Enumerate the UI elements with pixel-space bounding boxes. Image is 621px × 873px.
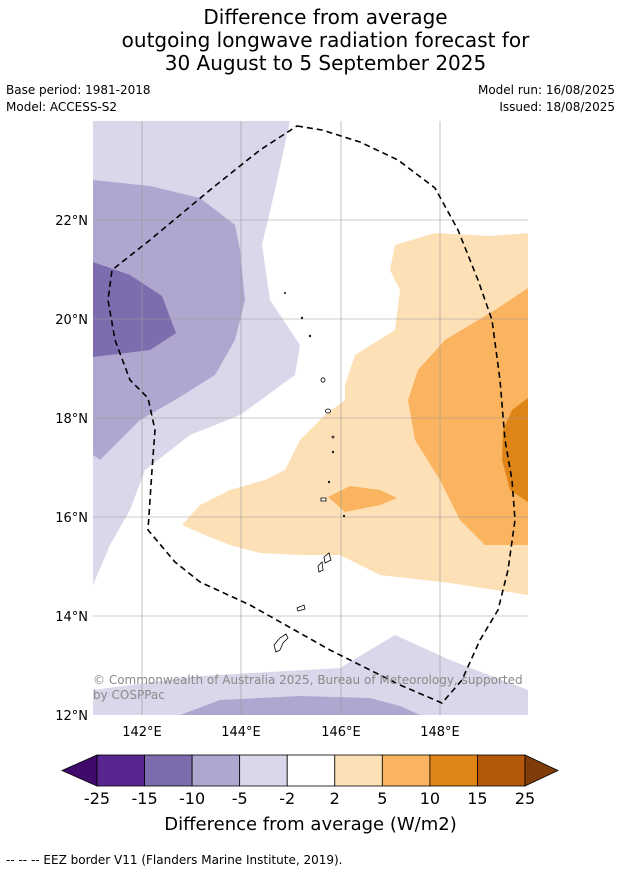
colorbar-tick-label: 5 [377,789,387,808]
alamagan-island [331,450,335,454]
title-line-2: outgoing longwave radiation forecast for [121,28,530,52]
meta-left: Base period: 1981-2018 Model: ACCESS-S2 [6,82,151,116]
colorbar-tick-label: 10 [420,789,440,808]
anomaly-region-minus2-south [93,635,528,715]
colorbar-bin [96,754,145,787]
uracas-island [308,334,312,338]
colorbar-tick-label: -10 [179,789,205,808]
lon-label: 142°E [122,725,162,740]
colorbar-tick-label: -15 [131,789,157,808]
issued-label: Issued: 18/08/2025 [499,100,615,114]
colorbar-bin [381,754,431,787]
copyright-line-2: by COSPPac [93,688,165,702]
model-label: Model: ACCESS-S2 [6,100,118,114]
lon-label: 148°E [420,725,460,740]
colorbar-ticks: -25 -15 -10 -5 -2 2 5 10 15 25 [84,789,535,808]
colorbar-tick-label: 2 [330,789,340,808]
lat-label: 18°N [55,412,88,427]
tinian-island [317,561,324,573]
colorbar-tick-label: -2 [279,789,295,808]
colorbar-bin [239,754,288,787]
anomaly-region-plus5 [408,288,528,545]
chart-title: Difference from average outgoing longwav… [0,6,621,75]
anomaly-region-plus10 [502,398,528,502]
title-line-1: Difference from average [203,5,448,29]
colorbar-tick-label: 15 [467,789,487,808]
colorbar-extend-high [524,754,559,787]
agrihan-island [320,377,326,383]
colorbar-bin [429,754,478,787]
gridlines [93,121,528,715]
colorbar-bin [477,754,526,787]
asuncion-island [331,435,335,439]
lat-label: 22°N [55,214,88,229]
lat-label: 20°N [55,313,88,328]
lat-axis: 22°N 20°N 18°N 16°N 14°N 12°N [55,214,88,724]
saipan-island [323,552,332,564]
guam-island [273,633,289,653]
lat-label: 14°N [55,610,88,625]
lon-label: 146°E [321,725,361,740]
eez-footer-note: -- -- -- EEZ border V11 (Flanders Marine… [6,853,343,867]
sarigan-island [342,514,346,518]
eez-border [107,125,516,704]
colorbar-bin [191,754,241,787]
anomaly-region-plus5-small [328,486,397,512]
lon-label: 144°E [221,725,261,740]
colorbar-extend-low [61,754,98,787]
lon-axis: 142°E 144°E 146°E 148°E [122,725,460,740]
model-run-label: Model run: 16/08/2025 [477,83,615,97]
lat-label: 16°N [55,511,88,526]
islet [283,291,286,294]
anomaly-field [93,121,528,715]
colorbar-bin [286,754,336,787]
title-line-3: 30 August to 5 September 2025 [164,51,487,75]
maug-island [300,316,304,320]
colorbar-tick-label: 25 [515,789,535,808]
colorbar-title: Difference from average (W/m2) [164,814,457,835]
pagan-island [325,408,331,414]
colorbar-tick-label: -5 [232,789,248,808]
anatahan-island [320,497,327,502]
colorbar-bin [144,754,193,787]
rota-island [296,604,306,612]
copyright-line-1: © Commonwealth of Australia 2025, Bureau… [93,673,523,687]
colorbar [61,754,559,787]
meta-right: Model run: 16/08/2025 Issued: 18/08/2025 [478,82,615,116]
lat-label: 12°N [55,709,88,724]
islands [273,291,346,653]
colorbar-tick-label: -25 [84,789,110,808]
anomaly-region-minus5-south [180,696,420,715]
anomaly-region-plus2 [182,233,528,595]
base-period-label: Base period: 1981-2018 [6,83,151,97]
colorbar-bin [334,754,383,787]
guguan-island [327,480,331,484]
